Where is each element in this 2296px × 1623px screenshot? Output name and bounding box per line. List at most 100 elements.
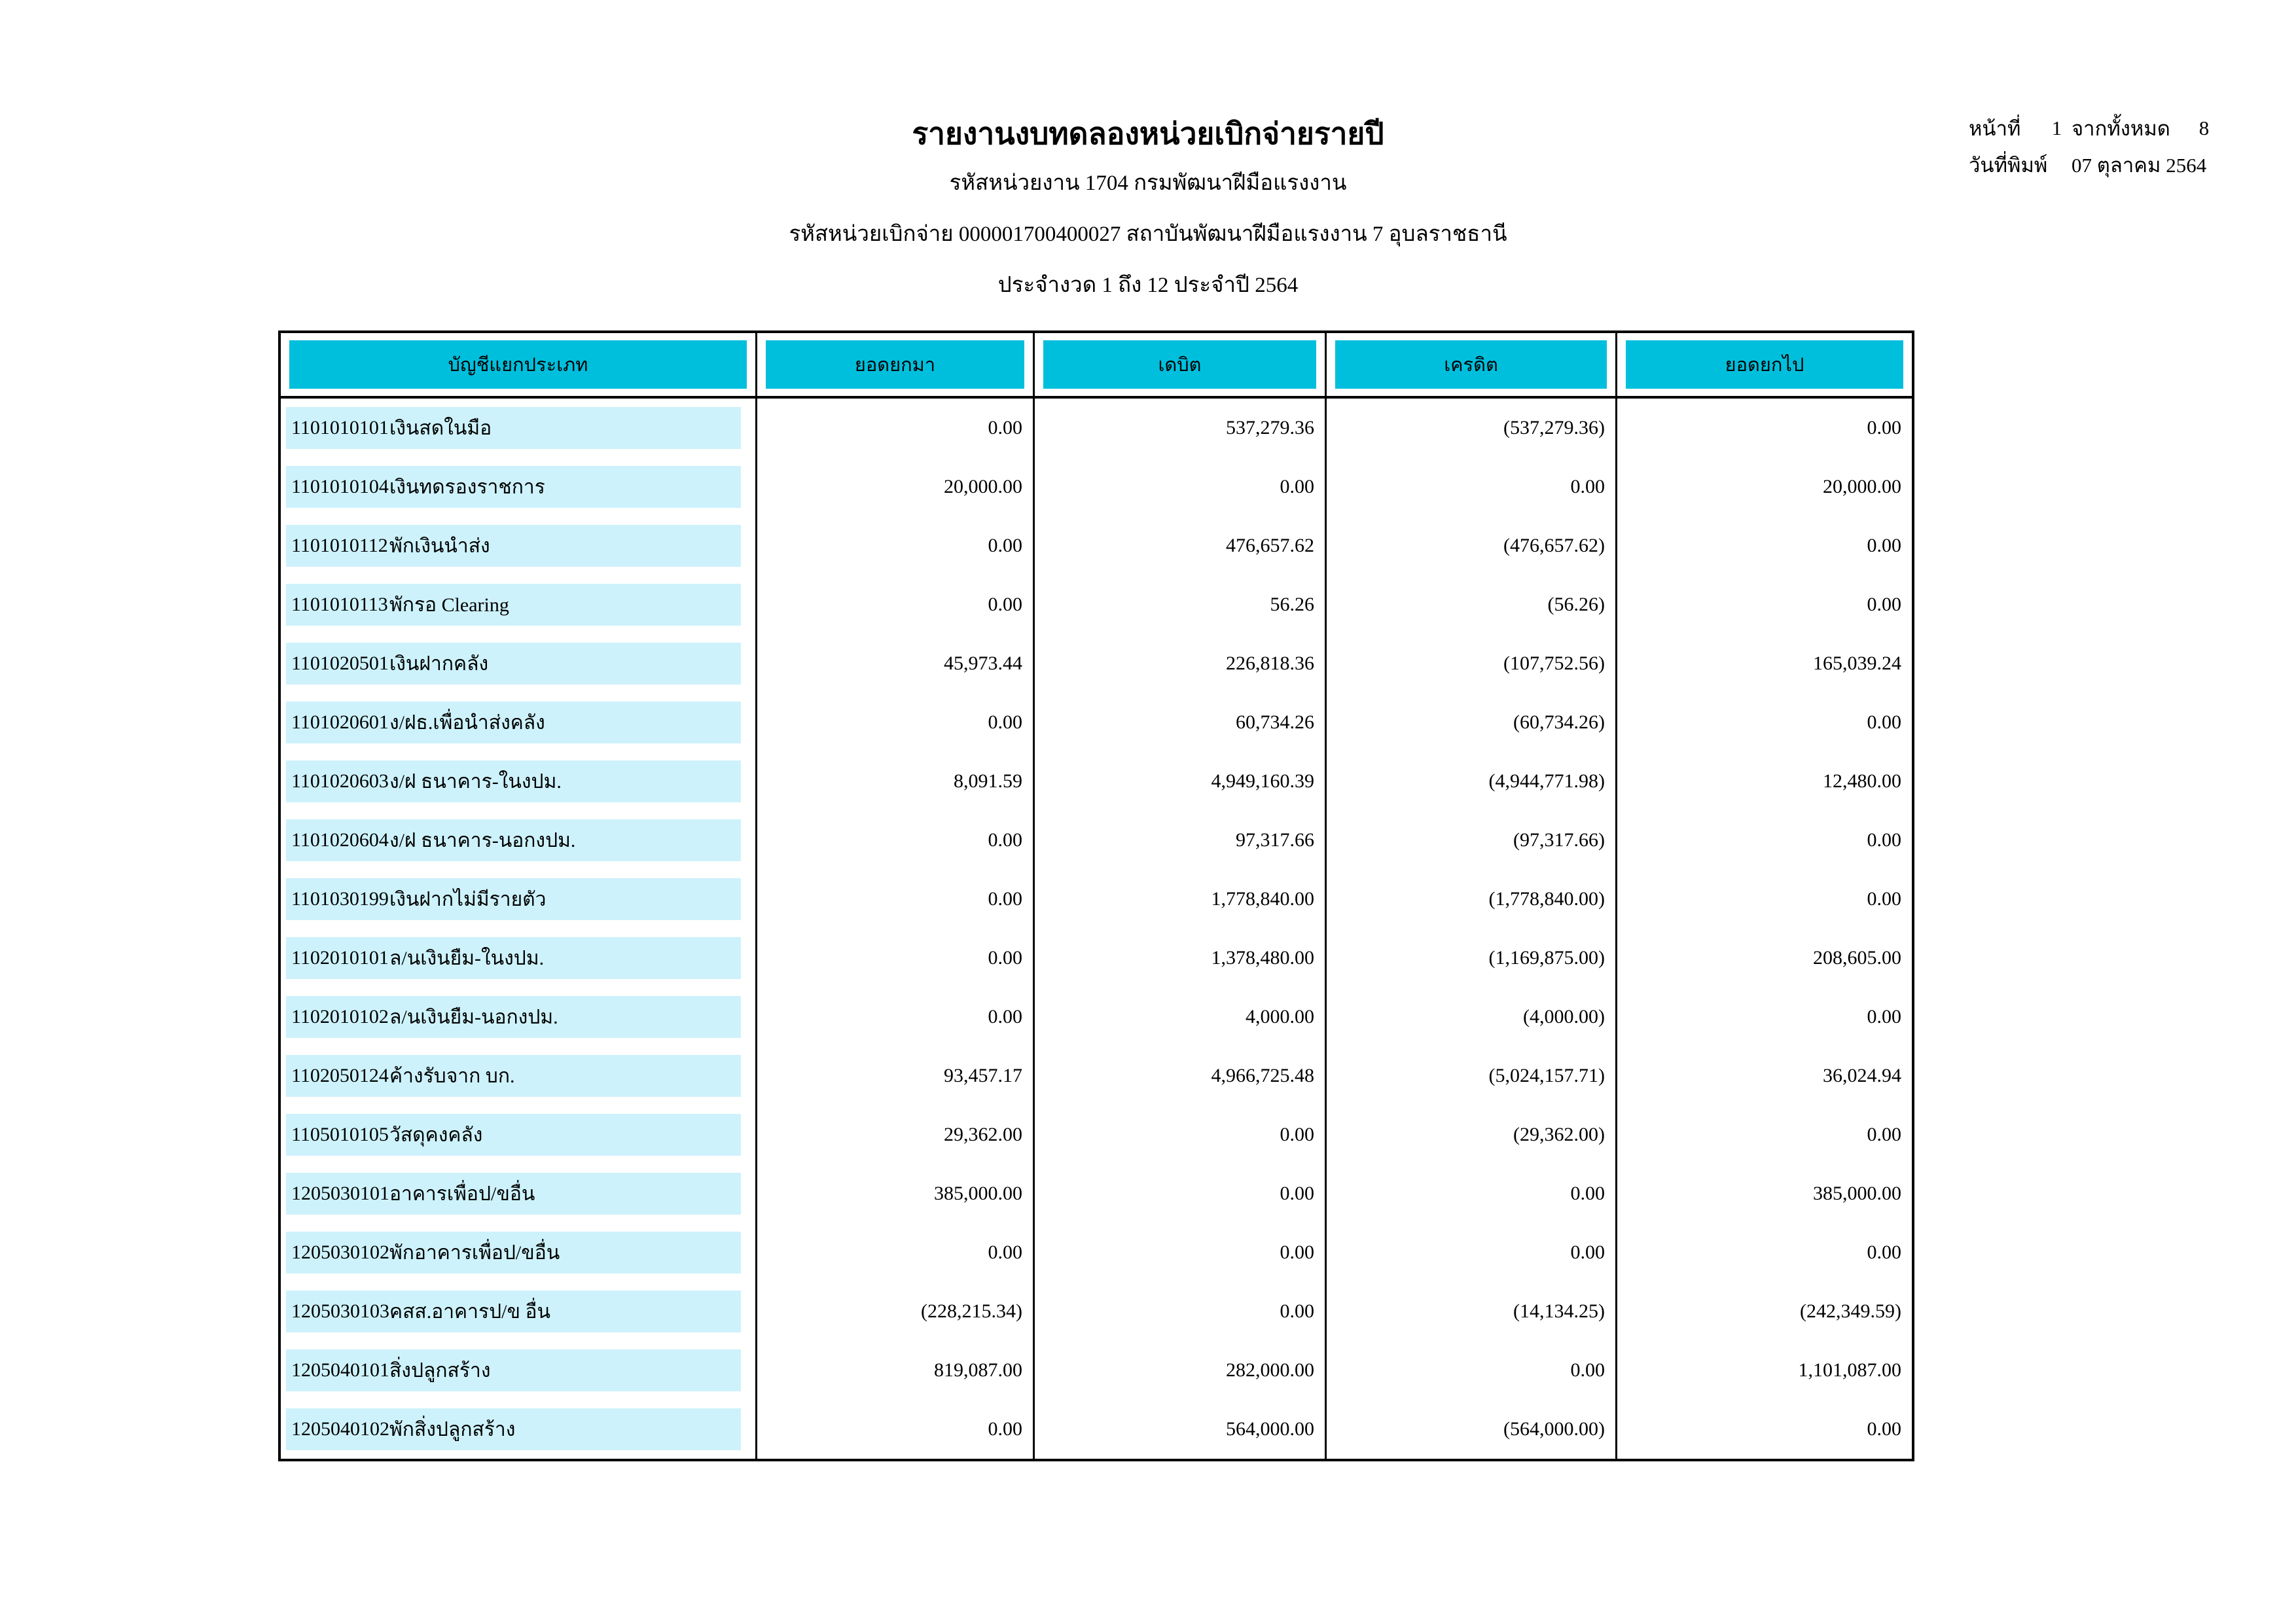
carry-forward-in-cell: 385,000.00 bbox=[757, 1164, 1035, 1223]
credit-cell: (4,944,771.98) bbox=[1327, 752, 1617, 811]
account-cell: 1102010102 ล/นเงินยืม-นอกงปม. bbox=[281, 988, 757, 1046]
account-cell: 1101010101 เงินสดในมือ bbox=[281, 399, 757, 457]
account-band: 1102010101 ล/นเงินยืม-ในงปม. bbox=[286, 937, 741, 979]
carry-forward-in-cell: 0.00 bbox=[757, 1400, 1035, 1459]
carry-forward-out-cell: 12,480.00 bbox=[1823, 770, 1901, 792]
account-code: 1205030103 bbox=[291, 1300, 389, 1322]
account-cell: 1101020604 ง/ฝ ธนาคาร-นอกงปม. bbox=[281, 811, 757, 870]
account-name: พักเงินนำส่ง bbox=[389, 535, 490, 557]
table-row: 1101020604 ง/ฝ ธนาคาร-นอกงปม. 0.00 97,31… bbox=[281, 811, 1912, 870]
carry-forward-in-cell: 0.00 bbox=[757, 988, 1035, 1046]
carry-forward-in-cell: 0.00 bbox=[757, 399, 1035, 457]
account-cell: 1101030199 เงินฝากไม่มีรายตัว bbox=[281, 870, 757, 929]
debit-cell: 1,778,840.00 bbox=[1035, 870, 1327, 929]
total-pages: 8 bbox=[2198, 116, 2210, 139]
table-row: 1205040101 สิ่งปลูกสร้าง 819,087.00 282,… bbox=[281, 1341, 1912, 1400]
carry-forward-out-cell: 0.00 bbox=[1867, 535, 1902, 556]
print-date-label: วันที่พิมพ์ bbox=[1969, 154, 2048, 177]
table-row: 1205040102 พักสิ่งปลูกสร้าง 0.00 564,000… bbox=[281, 1400, 1912, 1459]
account-band: 1101010112 พักเงินนำส่ง bbox=[286, 525, 741, 567]
account-code: 1101010113 bbox=[291, 594, 388, 615]
account-band: 1101010101 เงินสดในมือ bbox=[286, 407, 741, 449]
account-name: พักสิ่งปลูกสร้าง bbox=[389, 1418, 516, 1440]
account-name: สิ่งปลูกสร้าง bbox=[389, 1359, 491, 1382]
column-header-carry-forward-in: ยอดยกมา bbox=[757, 333, 1035, 396]
account-code: 1101020601 bbox=[291, 711, 389, 733]
page-info-block: หน้าที่ 1 จากทั้งหมด 8 วันที่พิมพ์ 07 ตุ… bbox=[1969, 110, 2219, 183]
account-code: 1101010112 bbox=[291, 535, 388, 556]
carry-forward-in-cell: 0.00 bbox=[757, 1223, 1035, 1282]
carry-forward-in-cell: 29,362.00 bbox=[757, 1105, 1035, 1164]
credit-cell: (97,317.66) bbox=[1327, 811, 1617, 870]
account-code: 1105010105 bbox=[291, 1124, 389, 1145]
account-cell: 1205030102 พักอาคารเพื่อป/ขอื่น bbox=[281, 1223, 757, 1282]
account-cell: 1205030101 อาคารเพื่อป/ขอื่น bbox=[281, 1164, 757, 1223]
carry-forward-out-cell: (242,349.59) bbox=[1800, 1300, 1901, 1322]
account-band: 1101020604 ง/ฝ ธนาคาร-นอกงปม. bbox=[286, 819, 741, 861]
carry-forward-in-cell: 819,087.00 bbox=[757, 1341, 1035, 1400]
column-header-carry-forward-out: ยอดยกไป bbox=[1617, 333, 1912, 396]
column-header-debit: เดบิต bbox=[1035, 333, 1327, 396]
carry-forward-out-cell: 0.00 bbox=[1867, 711, 1902, 733]
credit-cell: (5,024,157.71) bbox=[1327, 1046, 1617, 1105]
account-cell: 1101010112 พักเงินนำส่ง bbox=[281, 516, 757, 575]
page-label: หน้าที่ bbox=[1969, 117, 2021, 140]
carry-forward-out-cell: 36,024.94 bbox=[1823, 1065, 1901, 1086]
debit-cell: 564,000.00 bbox=[1035, 1400, 1327, 1459]
table-row: 1102050124 ค้างรับจาก บก. 93,457.17 4,96… bbox=[281, 1046, 1912, 1105]
table-row: 1101010101 เงินสดในมือ 0.00 537,279.36 (… bbox=[281, 399, 1912, 457]
account-name: เงินสดในมือ bbox=[389, 417, 492, 439]
account-code: 1102010102 bbox=[291, 1006, 389, 1027]
credit-cell: (1,169,875.00) bbox=[1327, 929, 1617, 988]
credit-cell: 0.00 bbox=[1327, 1164, 1617, 1223]
account-cell: 1105010105 วัสดุคงคลัง bbox=[281, 1105, 757, 1164]
account-cell: 1101020501 เงินฝากคลัง bbox=[281, 634, 757, 693]
account-band: 1101010104 เงินทดรองราชการ bbox=[286, 466, 741, 508]
table-row: 1101020603 ง/ฝ ธนาคาร-ในงปม. 8,091.59 4,… bbox=[281, 752, 1912, 811]
credit-cell: (4,000.00) bbox=[1327, 988, 1617, 1046]
credit-cell: (107,752.56) bbox=[1327, 634, 1617, 693]
account-name: คสส.อาคารป/ข อื่น bbox=[389, 1300, 550, 1323]
total-pages-label: จากทั้งหมด bbox=[2072, 117, 2170, 140]
account-band: 1101010113 พักรอ Clearing bbox=[286, 584, 741, 626]
credit-cell: (537,279.36) bbox=[1327, 399, 1617, 457]
account-name: ล/นเงินยืม-นอกงปม. bbox=[389, 1006, 558, 1028]
credit-cell: (14,134.25) bbox=[1327, 1282, 1617, 1341]
debit-cell: 0.00 bbox=[1035, 1105, 1327, 1164]
page-number-row: หน้าที่ 1 จากทั้งหมด 8 bbox=[1969, 110, 2219, 147]
account-cell: 1101020601 ง/ฝธ.เพื่อนำส่งคลัง bbox=[281, 693, 757, 752]
table-header-row: บัญชีแยกประเภท ยอดยกมา เดบิต เครดิต ยอดย… bbox=[281, 333, 1912, 399]
page-number: 1 bbox=[2051, 116, 2062, 139]
account-name: ง/ฝ ธนาคาร-ในงปม. bbox=[389, 770, 562, 793]
table-row: 1205030102 พักอาคารเพื่อป/ขอื่น 0.00 0.0… bbox=[281, 1223, 1912, 1282]
account-code: 1101030199 bbox=[291, 888, 389, 910]
debit-cell: 226,818.36 bbox=[1035, 634, 1327, 693]
account-band: 1102010102 ล/นเงินยืม-นอกงปม. bbox=[286, 996, 741, 1038]
carry-forward-out-cell: 0.00 bbox=[1867, 888, 1902, 910]
account-cell: 1205030103 คสส.อาคารป/ข อื่น bbox=[281, 1282, 757, 1341]
carry-forward-out-cell: 0.00 bbox=[1867, 417, 1902, 438]
account-band: 1101020603 ง/ฝ ธนาคาร-ในงปม. bbox=[286, 760, 741, 802]
account-code: 1101020501 bbox=[291, 652, 389, 674]
account-band: 1101030199 เงินฝากไม่มีรายตัว bbox=[286, 878, 741, 920]
debit-cell: 0.00 bbox=[1035, 1282, 1327, 1341]
table-row: 1101020501 เงินฝากคลัง 45,973.44 226,818… bbox=[281, 634, 1912, 693]
page-title: รายงานงบทดลองหน่วยเบิกจ่ายรายปี bbox=[912, 117, 1384, 151]
debit-cell: 60,734.26 bbox=[1035, 693, 1327, 752]
table-row: 1102010102 ล/นเงินยืม-นอกงปม. 0.00 4,000… bbox=[281, 988, 1912, 1046]
account-code: 1101020604 bbox=[291, 829, 389, 851]
account-code: 1205040101 bbox=[291, 1359, 389, 1381]
table-row: 1101010104 เงินทดรองราชการ 20,000.00 0.0… bbox=[281, 457, 1912, 516]
print-date: 07 ตุลาคม 2564 bbox=[2072, 154, 2207, 177]
trial-balance-table: บัญชีแยกประเภท ยอดยกมา เดบิต เครดิต ยอดย… bbox=[278, 330, 1914, 1461]
account-name: เงินฝากไม่มีรายตัว bbox=[389, 888, 547, 910]
carry-forward-out-cell: 1,101,087.00 bbox=[1798, 1359, 1902, 1381]
account-code: 1205030102 bbox=[291, 1241, 389, 1263]
carry-forward-out-cell: 385,000.00 bbox=[1813, 1183, 1901, 1204]
table-row: 1101010113 พักรอ Clearing 0.00 56.26 (56… bbox=[281, 575, 1912, 634]
carry-forward-in-cell: 45,973.44 bbox=[757, 634, 1035, 693]
account-band: 1205040101 สิ่งปลูกสร้าง bbox=[286, 1349, 741, 1391]
carry-forward-out-cell: 0.00 bbox=[1867, 1241, 1902, 1263]
carry-forward-out-cell: 0.00 bbox=[1867, 829, 1902, 851]
account-code: 1102050124 bbox=[291, 1065, 389, 1086]
